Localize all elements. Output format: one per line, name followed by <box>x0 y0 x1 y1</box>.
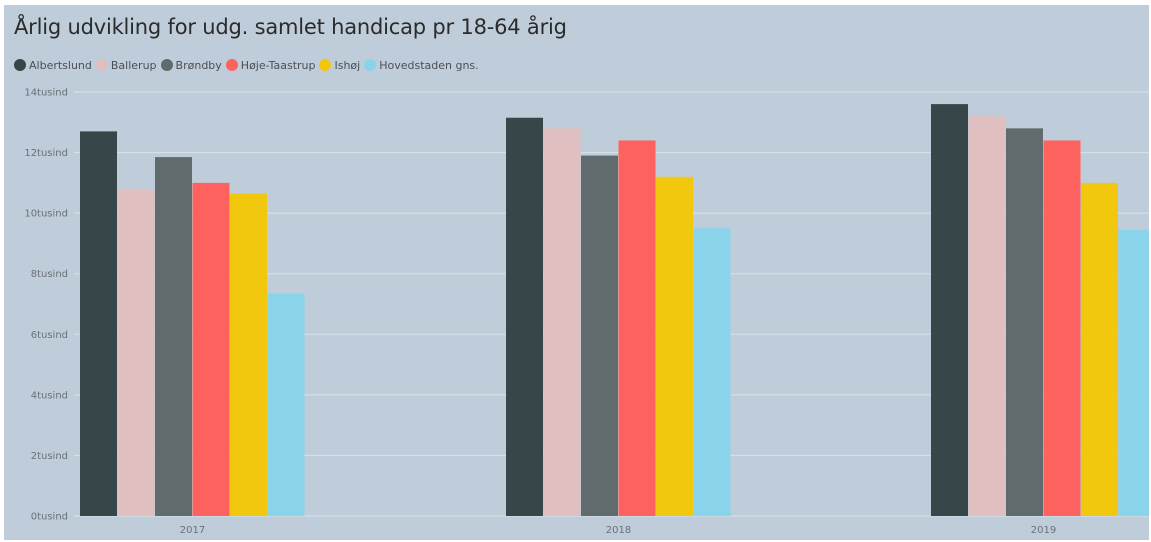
y-tick-label: 2tusind <box>31 451 68 462</box>
bar-ishøj-2019[interactable] <box>1081 182 1118 516</box>
chart-legend[interactable]: Albertslund Ballerup Brøndby Høje-Taastrup I… <box>14 57 483 73</box>
legend-label: Brøndby <box>175 58 222 72</box>
legend-item[interactable]: Høje-Taastrup <box>225 58 316 72</box>
legend-label: Ballerup <box>110 58 157 72</box>
bar-brøndby-2019[interactable] <box>1006 128 1043 516</box>
legend-label: Ishøj <box>334 58 361 72</box>
legend-item[interactable]: Brøndby <box>160 58 222 72</box>
bar-brøndby-2018[interactable] <box>581 155 618 516</box>
y-tick-label: 12tusind <box>24 148 68 159</box>
bar-høje-taastrup-2019[interactable] <box>1043 140 1081 516</box>
x-tick-label: 2018 <box>606 525 631 536</box>
legend-marker <box>14 59 26 71</box>
bar-hovedstaden-gns--2019[interactable] <box>1118 229 1150 517</box>
bar-ballerup-2019[interactable] <box>968 116 1006 516</box>
legend-label: Hovedstaden gns. <box>379 58 479 72</box>
chart-title: Årlig udvikling for udg. samlet handicap… <box>14 15 567 39</box>
bar-chart-plot: 0tusind 2tusind 4tusind 6tusind 8tusind 10tus… <box>24 88 1150 536</box>
legend-item[interactable]: Ishøj <box>319 59 360 72</box>
bar-ishøj-2017[interactable] <box>230 193 267 516</box>
x-tick-label: 2019 <box>1031 525 1056 536</box>
bar-ishøj-2018[interactable] <box>656 176 693 517</box>
chart-frame: Årlig udvikling for udg. samlet handicap… <box>4 5 1149 540</box>
legend-marker <box>225 59 238 71</box>
bar-albertslund-2017[interactable] <box>80 131 117 516</box>
legend-item[interactable]: Albertslund <box>14 59 92 72</box>
bar-hovedstaden-gns--2017[interactable] <box>267 293 305 516</box>
bar-høje-taastrup-2018[interactable] <box>618 140 656 516</box>
bar-ballerup-2017[interactable] <box>117 188 155 516</box>
y-tick-label: 4tusind <box>31 390 68 401</box>
bar-ballerup-2018[interactable] <box>543 128 581 516</box>
x-tick-label: 2017 <box>180 525 205 536</box>
y-tick-label: 0tusind <box>31 512 68 523</box>
legend-marker <box>160 59 173 71</box>
legend-marker <box>319 59 332 71</box>
legend-marker <box>95 59 108 71</box>
legend-label: Albertslund <box>29 58 92 72</box>
legend-label: Høje-Taastrup <box>240 58 316 72</box>
y-tick-label: 14tusind <box>24 88 68 99</box>
y-tick-label: 10tusind <box>24 209 68 220</box>
bar-albertslund-2019[interactable] <box>931 104 968 516</box>
y-tick-label: 8tusind <box>31 269 68 280</box>
bar-høje-taastrup-2017[interactable] <box>192 182 230 516</box>
legend-marker <box>364 59 377 71</box>
legend-item[interactable]: Hovedstaden gns. <box>364 58 479 72</box>
legend-item[interactable]: Ballerup <box>95 58 157 72</box>
bar-hovedstaden-gns--2018[interactable] <box>693 228 731 517</box>
y-tick-label: 6tusind <box>31 330 68 341</box>
bar-brøndby-2017[interactable] <box>155 157 192 516</box>
bar-albertslund-2018[interactable] <box>506 117 543 516</box>
